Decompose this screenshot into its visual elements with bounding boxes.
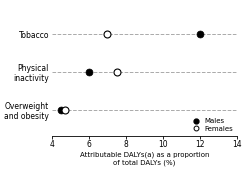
Males: [198, 33, 202, 36]
X-axis label: Attributable DALYs(a) as a proportion
of total DALYs (%): Attributable DALYs(a) as a proportion of…: [80, 152, 209, 166]
Females: [63, 108, 67, 111]
Males: [87, 71, 91, 73]
Females: [115, 71, 119, 73]
Females: [106, 33, 109, 36]
Legend: Males, Females: Males, Females: [188, 118, 233, 132]
Males: [59, 108, 63, 111]
